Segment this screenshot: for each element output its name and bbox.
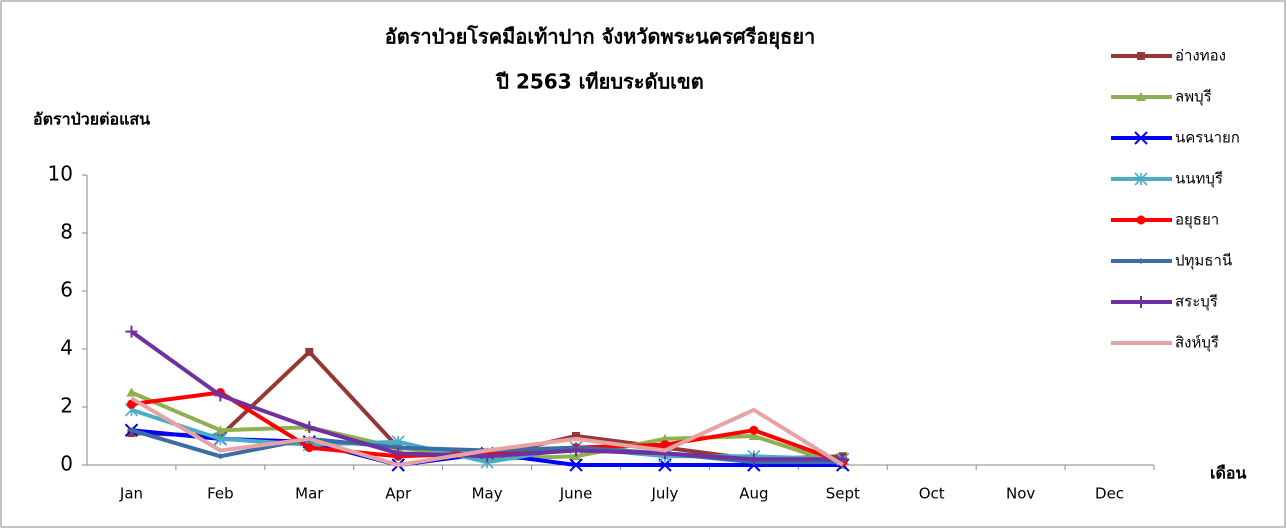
y-tick-label: 4	[60, 336, 73, 360]
x-tick-label: Nov	[1006, 485, 1035, 503]
marker	[1134, 172, 1148, 186]
marker	[217, 453, 224, 460]
marker	[572, 432, 581, 440]
legend-label: สระบุรี	[1175, 293, 1218, 312]
marker	[305, 347, 314, 356]
marker	[1138, 258, 1144, 264]
x-tick-label: Oct	[919, 485, 945, 503]
marker	[748, 431, 759, 440]
marker	[392, 447, 405, 460]
marker	[126, 387, 137, 397]
marker	[1136, 215, 1146, 225]
legend-label: สิงห์บุรี	[1175, 334, 1219, 353]
chart-title: อัตราป่วยโรคมือเท้าปาก จังหวัดพระนครศรีอ…	[385, 25, 816, 50]
marker	[747, 453, 760, 466]
marker	[569, 458, 583, 472]
x-axis-label: เดือน	[1210, 464, 1246, 483]
x-tick-label: Feb	[207, 485, 234, 503]
x-tick-label: June	[559, 485, 593, 503]
legend-label: อยุธยา	[1175, 211, 1219, 230]
marker	[570, 444, 583, 457]
x-tick-label: Dec	[1095, 485, 1124, 503]
x-tick-label: Sept	[826, 485, 860, 503]
legend-label: ลพบุรี	[1175, 88, 1212, 107]
marker	[749, 425, 759, 435]
chart-subtitle: ปี 2563 เทียบระดับเขต	[495, 70, 704, 94]
marker	[659, 433, 670, 443]
legend-label: อ่างทอง	[1175, 47, 1226, 65]
x-tick-label: Jan	[119, 485, 143, 503]
marker	[1137, 52, 1145, 60]
y-tick-label: 0	[60, 452, 73, 476]
marker	[214, 389, 227, 402]
marker	[128, 427, 135, 434]
marker	[303, 421, 316, 434]
series-line	[130, 396, 844, 467]
legend-label: นครนายก	[1175, 129, 1240, 147]
y-tick-label: 2	[60, 394, 73, 418]
y-axis-label: อัตราป่วยต่อแสน	[33, 110, 150, 129]
x-tick-label: Aug	[739, 485, 768, 503]
marker	[213, 432, 227, 446]
x-tick-label: July	[650, 485, 678, 503]
marker	[215, 425, 226, 435]
marker	[304, 443, 314, 453]
marker	[660, 440, 670, 450]
legend-label: นนทบุรี	[1175, 170, 1223, 189]
marker	[1135, 296, 1147, 308]
y-tick-label: 6	[60, 278, 73, 302]
marker	[1134, 131, 1148, 145]
x-tick-label: Apr	[385, 485, 412, 503]
marker	[1136, 92, 1146, 101]
marker	[125, 325, 138, 338]
x-tick-label: May	[472, 485, 503, 503]
legend-label: ปทุมธานี	[1175, 252, 1232, 271]
y-tick-label: 8	[60, 220, 73, 244]
y-tick-label: 10	[48, 162, 73, 186]
x-tick-label: Mar	[295, 485, 324, 503]
